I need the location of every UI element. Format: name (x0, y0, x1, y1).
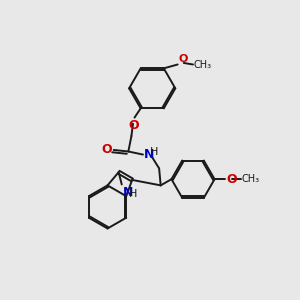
Text: N: N (122, 186, 133, 199)
Text: O: O (101, 143, 112, 156)
Text: O: O (226, 173, 237, 186)
Text: H: H (129, 189, 137, 199)
Text: H: H (150, 147, 158, 157)
Text: CH₃: CH₃ (242, 174, 260, 184)
Text: CH₃: CH₃ (194, 59, 212, 70)
Text: N: N (144, 148, 154, 161)
Text: O: O (178, 54, 188, 64)
Text: O: O (128, 119, 139, 132)
